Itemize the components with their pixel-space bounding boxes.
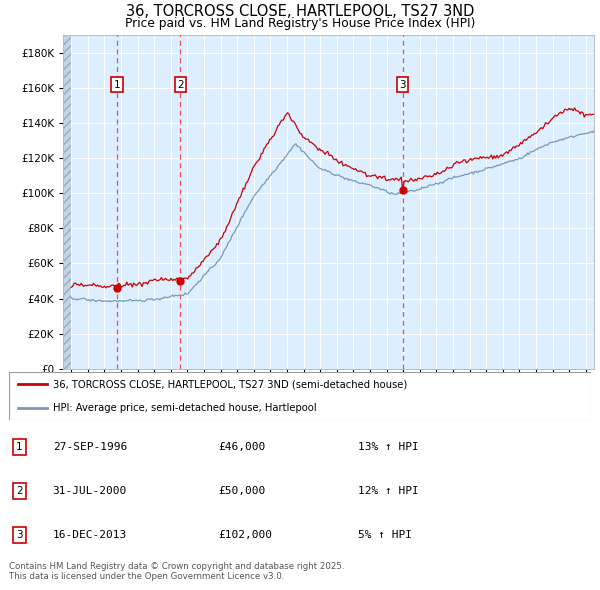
Text: HPI: Average price, semi-detached house, Hartlepool: HPI: Average price, semi-detached house,…: [53, 402, 316, 412]
Text: 36, TORCROSS CLOSE, HARTLEPOOL, TS27 3ND (semi-detached house): 36, TORCROSS CLOSE, HARTLEPOOL, TS27 3ND…: [53, 379, 407, 389]
Bar: [63, 18, 71, 369]
Text: 5% ↑ HPI: 5% ↑ HPI: [358, 530, 412, 540]
Text: 36, TORCROSS CLOSE, HARTLEPOOL, TS27 3ND: 36, TORCROSS CLOSE, HARTLEPOOL, TS27 3ND: [126, 4, 474, 18]
Text: £50,000: £50,000: [218, 486, 266, 496]
Text: 3: 3: [399, 80, 406, 90]
Text: 16-DEC-2013: 16-DEC-2013: [53, 530, 127, 540]
FancyBboxPatch shape: [9, 372, 591, 420]
Text: 2: 2: [177, 80, 184, 90]
Text: Contains HM Land Registry data © Crown copyright and database right 2025.
This d: Contains HM Land Registry data © Crown c…: [9, 562, 344, 581]
Text: £46,000: £46,000: [218, 442, 266, 453]
Text: 1: 1: [113, 80, 120, 90]
Text: 3: 3: [16, 530, 23, 540]
Text: Price paid vs. HM Land Registry's House Price Index (HPI): Price paid vs. HM Land Registry's House …: [125, 17, 475, 30]
Text: 13% ↑ HPI: 13% ↑ HPI: [358, 442, 419, 453]
Text: 12% ↑ HPI: 12% ↑ HPI: [358, 486, 419, 496]
Text: 31-JUL-2000: 31-JUL-2000: [53, 486, 127, 496]
Text: 27-SEP-1996: 27-SEP-1996: [53, 442, 127, 453]
Text: 2: 2: [16, 486, 23, 496]
Text: 1: 1: [16, 442, 23, 453]
Text: £102,000: £102,000: [218, 530, 272, 540]
